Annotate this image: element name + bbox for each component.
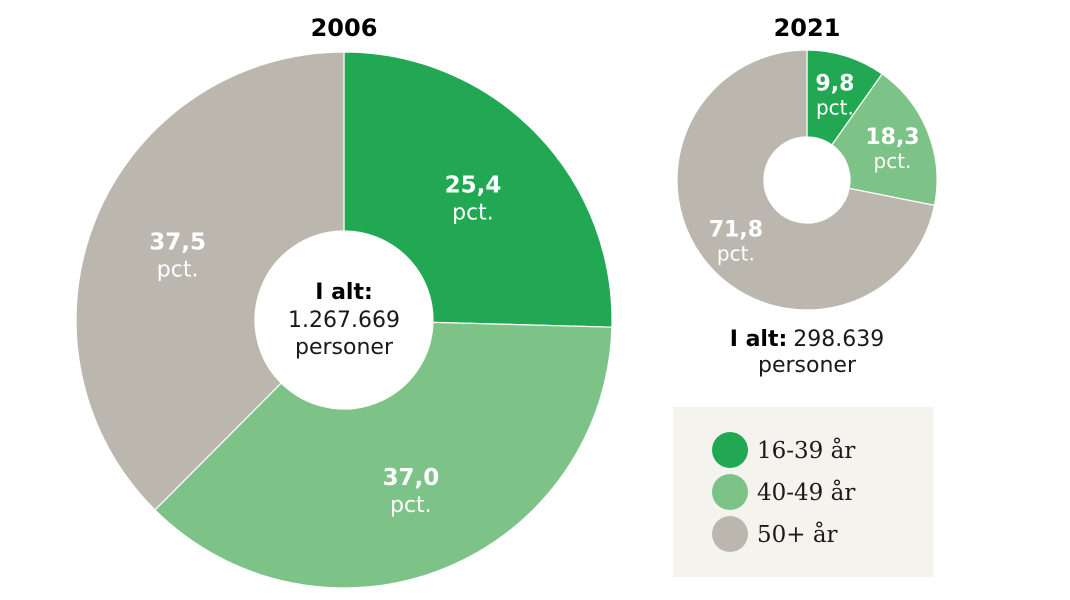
slice-value-label-2021-16-39: 9,8 (815, 71, 854, 96)
legend-swatch-40-49 (712, 474, 748, 510)
legend-label-50+: 50+ år (757, 521, 838, 548)
slice-value-label-2006-40-49: 37,0 (382, 465, 439, 491)
slice-unit-label-2021-16-39: pct. (816, 95, 854, 119)
total-label-2006: I alt: (315, 280, 373, 305)
slice-value-label-2021-50+: 71,8 (709, 217, 763, 242)
chart-title-2006: 2006 (311, 14, 378, 42)
total-unit-2021: personer (758, 353, 857, 378)
slice-2006-16-39 (343, 51, 613, 328)
slice-unit-label-2006-50+: pct. (157, 257, 199, 282)
slice-unit-label-2006-16-39: pct. (452, 200, 494, 225)
legend-swatch-16-39 (712, 432, 748, 468)
total-value-2006: 1.267.669 (288, 308, 400, 333)
legend-items: 16-39 år 40-49 år 50+ år (712, 432, 855, 552)
slice-value-label-2006-50+: 37,5 (149, 229, 206, 255)
slice-unit-label-2006-40-49: pct. (390, 493, 432, 518)
slice-value-label-2006-16-39: 25,4 (445, 172, 502, 198)
slice-unit-label-2021-40-49: pct. (874, 149, 912, 173)
slices-2021 (676, 49, 938, 311)
slice-value-label-2021-40-49: 18,3 (865, 125, 919, 150)
slice-2006-40-49 (154, 321, 613, 589)
slice-unit-label-2021-50+: pct. (717, 241, 755, 265)
total-value-2021: 298.639 (793, 327, 884, 352)
slices-2006 (75, 51, 613, 589)
slice-2021-50+ (676, 49, 936, 311)
total-label-2021: I alt: (730, 327, 788, 352)
slice-2006-50+ (75, 51, 345, 511)
legend-label-16-39: 16-39 år (757, 437, 855, 464)
total-line-2021: I alt: 298.639 (730, 327, 885, 352)
legend-swatch-50+ (712, 516, 748, 552)
legend-label-40-49: 40-49 år (757, 479, 855, 506)
total-unit-2006: personer (295, 335, 394, 360)
legend: 16-39 år 40-49 år 50+ år (673, 407, 933, 577)
slice-2021-40-49 (831, 73, 938, 207)
chart-title-2021: 2021 (774, 14, 841, 42)
